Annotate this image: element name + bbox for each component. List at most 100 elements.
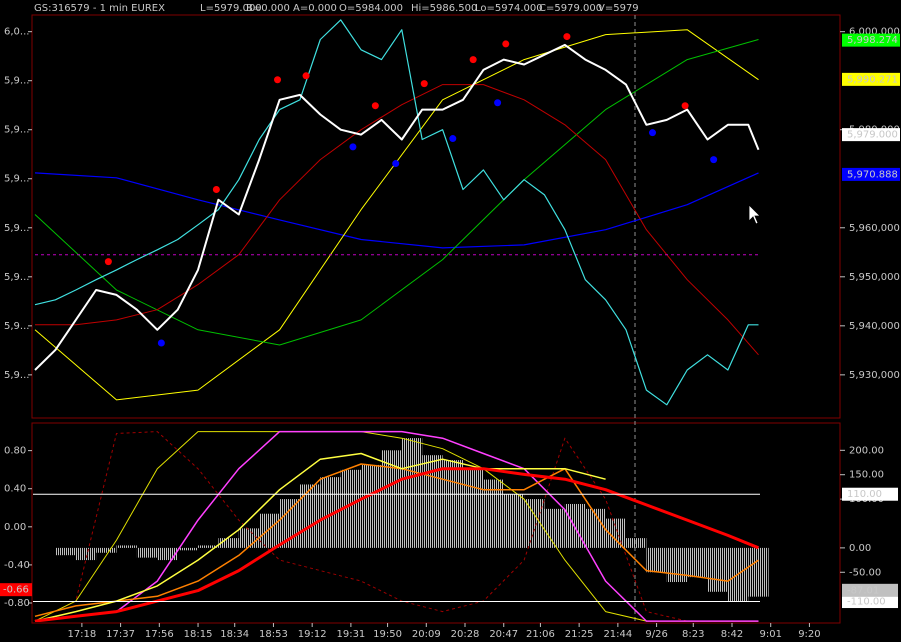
y-tick-label-left: 5,9... [4, 370, 29, 381]
pivot-dot [274, 76, 282, 84]
y-tick-label-left: 0.80 [4, 446, 26, 457]
x-tick-label: 9:01 [759, 629, 781, 640]
y-tick-label-left: 0.00 [4, 522, 26, 533]
y-tick-label-left: 0.40 [4, 484, 26, 495]
histogram-bar [75, 547, 97, 561]
pivot-dot [349, 143, 357, 151]
pivot-dot [371, 102, 379, 110]
pivot-dot [649, 129, 657, 137]
header-field: Hi=5986.500 [411, 3, 477, 14]
pivot-dot [494, 99, 502, 107]
header-field: C=5979.000 [539, 3, 602, 14]
pivot-dot [157, 339, 165, 347]
x-tick-label: 19:31 [336, 629, 365, 640]
header-field: O=5984.000 [339, 3, 403, 14]
mouse-cursor [748, 204, 761, 225]
histogram-bar [320, 477, 341, 548]
histogram-bar [238, 528, 260, 548]
x-tick-label: 19:12 [298, 629, 327, 640]
series-line [35, 84, 759, 356]
level-box [0, 583, 32, 597]
y-tick-label-left: 5,9... [4, 76, 29, 87]
x-tick-label: 17:18 [67, 629, 96, 640]
x-tick-label: 17:56 [145, 629, 174, 640]
histogram-bar [707, 547, 728, 592]
histogram-bar [361, 464, 382, 548]
price-label: 5,998.274 [847, 35, 898, 46]
y-tick-label-left: -0.80 [4, 598, 30, 609]
y-tick-label: 150.00 [849, 470, 884, 481]
price-box [842, 33, 900, 47]
y-tick-label-left: 5,9... [4, 174, 29, 185]
pivot-dot [469, 56, 477, 64]
series-line [34, 172, 759, 249]
x-tick-label: 18:34 [220, 629, 249, 640]
x-tick-label: 19:50 [373, 629, 402, 640]
histogram-bar [279, 499, 300, 548]
price-label: 5,990.271 [847, 74, 898, 85]
series-line [34, 29, 759, 401]
x-tick-label: 21:06 [526, 629, 555, 640]
histogram-bar [462, 469, 484, 548]
histogram-bar [544, 508, 565, 548]
histogram-bar [748, 547, 769, 597]
x-tick-label: 20:28 [451, 629, 480, 640]
pivot-dot [392, 160, 400, 168]
series-line [34, 43, 760, 371]
level-label: -87.01 [847, 585, 879, 596]
histogram-bar [116, 545, 137, 548]
x-tick-label: 18:15 [184, 629, 213, 640]
histogram-bar [687, 547, 708, 578]
level-box [842, 583, 898, 597]
series-group [34, 19, 760, 406]
histogram-bar [96, 547, 117, 553]
price-box [842, 128, 900, 142]
x-tick-label: 18:53 [259, 629, 288, 640]
histogram-bar [136, 547, 158, 558]
x-tick-label: 8:23 [682, 629, 704, 640]
series-line [34, 19, 759, 406]
y-tick-label: 5,950,000 [849, 272, 900, 283]
x-tick-label: 17:37 [106, 629, 135, 640]
level-label: -110.00 [847, 597, 886, 608]
header-field: A=0.000 [293, 3, 337, 14]
header-field: L=5979.000 [200, 3, 262, 14]
y-tick-label: 0.00 [849, 543, 871, 554]
y-tick-label-left: -0.40 [4, 560, 30, 571]
y-tick-label: 6,000,000 [849, 27, 900, 38]
histogram-bar [381, 450, 402, 548]
histogram-bar [198, 545, 219, 548]
x-tick-label: 21:25 [565, 629, 594, 640]
pivot-dot [104, 258, 112, 266]
histogram-bar [259, 513, 280, 548]
histogram-bar [218, 538, 239, 548]
x-tick-label: 21:44 [603, 629, 632, 640]
price-label: 5,979.000 [847, 130, 898, 141]
y-tick-label-left: 5,9... [4, 125, 29, 136]
header-field: V=5979 [598, 3, 639, 14]
price-box [842, 167, 900, 181]
histogram-bar [340, 469, 362, 548]
histogram-bar [177, 547, 199, 551]
indicator-panel-frame [31, 422, 841, 624]
pivot-dot [449, 135, 457, 143]
pivot-dot [563, 33, 571, 41]
x-tick-label: 20:47 [489, 629, 518, 640]
plot-layer: GS:316579 - 1 min EUREX L=5979.000B=0.000… [0, 3, 900, 640]
level-box [842, 487, 898, 501]
histogram-bar [299, 484, 321, 548]
histogram-bar [503, 494, 525, 548]
series-group [34, 430, 769, 622]
y-tick-label-left: 5,9... [4, 223, 29, 234]
histogram-bar [585, 508, 606, 548]
x-tick-label: 9:20 [798, 629, 820, 640]
series-line [34, 430, 759, 622]
x-tick-label: 8:42 [721, 629, 743, 640]
y-tick-label: 5,930,000 [849, 370, 900, 381]
y-tick-label: 200.00 [849, 445, 884, 456]
y-tick-label: -50.00 [849, 567, 881, 578]
histogram-bar [55, 547, 76, 556]
y-tick-label: 5,960,000 [849, 223, 900, 234]
pivot-dot [502, 40, 510, 48]
